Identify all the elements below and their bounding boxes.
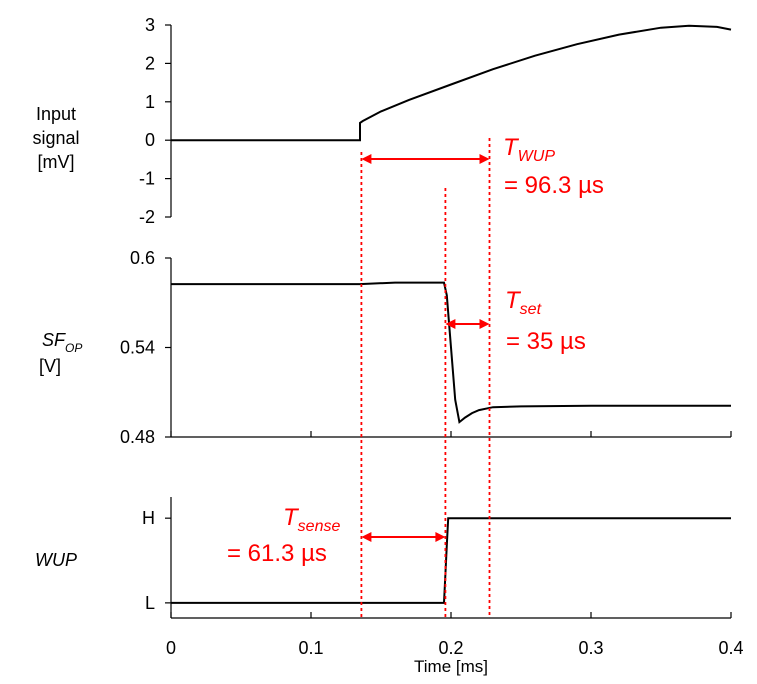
arrow-head-left <box>361 154 372 164</box>
arrow-tsense <box>361 532 446 542</box>
value-tsense: = 61.3 µs <box>227 540 327 567</box>
label-tsense-symbol: T <box>283 504 300 531</box>
ylabel-input-line3: [mV] <box>37 152 74 172</box>
arrow-head-left <box>445 319 456 329</box>
arrow-twup <box>361 154 490 164</box>
wup-trace <box>171 517 731 604</box>
label-twup: TWUP <box>503 134 555 165</box>
arrow-head-right <box>435 532 446 542</box>
y-tick-label: 3 <box>145 15 155 35</box>
arrow-tset <box>445 319 490 329</box>
y-tick-label: 2 <box>145 53 155 73</box>
x-ticks-sfop <box>170 431 732 437</box>
x-tick-label: 0.1 <box>298 638 323 658</box>
y-tick-label: 0.48 <box>120 427 155 447</box>
y-tick-label: 0.6 <box>130 248 155 268</box>
x-tick-label: 0.4 <box>718 638 743 658</box>
arrow-head-right <box>479 154 490 164</box>
label-tsense-sub: sense <box>298 518 341 535</box>
arrow-head-left <box>361 532 372 542</box>
y-tick-label: -2 <box>139 207 155 227</box>
y-tick-label: -1 <box>139 169 155 189</box>
x-ticks-wup: 0 0.1 0.2 0.3 0.4 <box>166 612 744 658</box>
arrow-head-right <box>479 319 490 329</box>
sfop-trace <box>171 281 731 424</box>
ylabel-input-line2: signal <box>32 128 79 148</box>
annotations: TWUP = 96.3 µs Tset = 35 µs Tsense = 61.… <box>227 134 604 618</box>
y-ticks-sfop: 0.48 0.54 0.6 <box>120 248 171 447</box>
xlabel-time: Time [ms] <box>414 657 488 676</box>
ylabel-input-line1: Input <box>36 104 76 124</box>
y-tick-label: 0 <box>145 130 155 150</box>
panel-input-signal: -2 -1 0 1 2 3 Input signal [mV] <box>32 15 732 227</box>
ylabel-sfop-sub: OP <box>65 341 82 355</box>
ylabel-sfop-unit: [V] <box>39 356 61 376</box>
label-twup-symbol: T <box>503 134 520 161</box>
ylabel-sfop-main: SF <box>42 330 66 350</box>
y-tick-label: H <box>142 508 155 528</box>
x-tick-label: 0.2 <box>438 638 463 658</box>
y-ticks-wup: LH <box>142 508 171 613</box>
label-tsense: Tsense <box>283 504 340 535</box>
value-tset: = 35 µs <box>506 328 586 355</box>
label-tset: Tset <box>505 287 542 318</box>
ylabel-sfop: SFOP <box>42 330 82 355</box>
y-ticks-input: -2 -1 0 1 2 3 <box>139 15 171 227</box>
input-signal-trace <box>171 24 732 142</box>
label-tset-sub: set <box>520 301 542 318</box>
y-tick-label: L <box>145 593 155 613</box>
value-twup: = 96.3 µs <box>504 172 604 199</box>
label-tset-symbol: T <box>505 287 522 314</box>
label-twup-sub: WUP <box>518 148 556 165</box>
x-tick-label: 0 <box>166 638 176 658</box>
ylabel-wup: WUP <box>35 550 77 570</box>
panel-sfop: 0.48 0.54 0.6 SFOP [V] <box>39 248 732 447</box>
y-tick-label: 1 <box>145 92 155 112</box>
x-tick-label: 0.3 <box>578 638 603 658</box>
y-tick-label: 0.54 <box>120 338 155 358</box>
panel-wup: 0 0.1 0.2 0.3 0.4 LH WUP Time [ms] <box>35 497 744 676</box>
